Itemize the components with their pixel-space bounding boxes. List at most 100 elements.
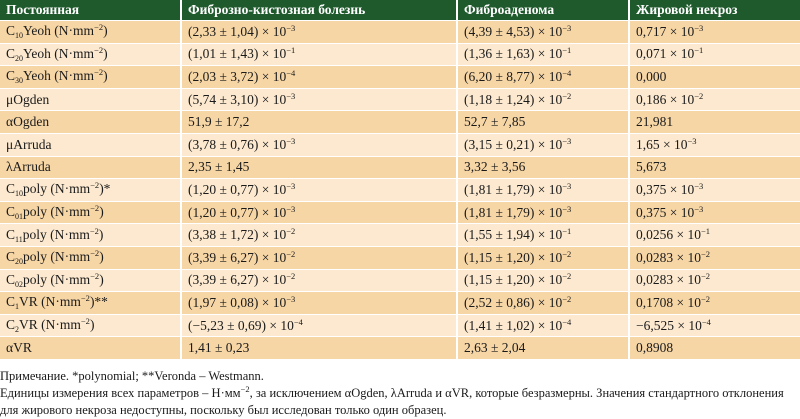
header-fibroadenoma: Фиброаденома [456,0,629,21]
superscript: −4 [562,67,572,78]
fibrocystic-cell: (3,78 ± 0,76) × 10−3 [180,132,457,157]
text-segment: 0,375 × 10 [636,204,695,220]
superscript: −3 [562,180,572,191]
text-segment: (2,33 ± 1,04) × 10 [188,23,287,39]
text-segment: (1,55 ± 1,94) × 10 [464,227,563,243]
text-segment: )** [89,294,108,310]
subscript: 10 [15,189,24,199]
text-segment: (3,78 ± 0,76) × 10 [188,136,287,152]
text-segment: poly (N·mm [23,181,91,197]
table-row: C1VR (N·mm−2)** (1,97 ± 0,08) × 10−3 (2,52… [0,291,800,315]
constant-cell: C01poly (N·mm−2) [0,200,181,224]
text-segment: 0,717 × 10 [636,23,695,39]
text-segment: ) [103,23,108,39]
constant-cell: C02poly (N·mm−2) [0,268,181,292]
text-segment: C [6,45,16,61]
text-segment: poly (N·mm [23,249,91,265]
fibroadenoma-cell: (1,15 ± 1,20) × 10−2 [456,245,629,270]
fibroadenoma-cell: (1,81 ± 1,79) × 10−3 [456,200,629,224]
superscript: −2 [562,90,572,101]
text-segment: Yeoh (N·mm [23,45,95,61]
table-row: C20Yeoh (N·mm−2) (1,01 ± 1,43) × 10−1 (1,3… [0,42,800,66]
text-segment: C [6,23,16,39]
superscript: −2 [286,248,296,259]
fibroadenoma-cell: (2,52 ± 0,86) × 10−2 [456,291,629,315]
superscript: −3 [286,135,296,146]
table-row: αVR 1,41 ± 0,23 2,63 ± 2,04 0,8908 [0,336,800,359]
text-segment: poly (N·mm [23,204,91,220]
header-constant: Постоянная [0,0,181,21]
text-segment: poly (N·mm [23,271,91,287]
fibrocystic-cell: (1,01 ± 1,43) × 10−1 [180,42,457,66]
fibroadenoma-cell: (1,41 ± 1,02) × 10−4 [456,313,629,337]
superscript: −2 [286,226,296,237]
subscript: 11 [15,234,23,244]
text-segment: (1,20 ± 0,77) × 10 [188,181,287,197]
fibrocystic-cell: (3,38 ± 1,72) × 10−2 [180,223,457,247]
superscript: −2 [286,271,296,282]
text-segment: (1,81 ± 1,79) × 10 [464,204,563,220]
superscript: −3 [694,22,704,33]
text-segment: μArruda [6,136,52,152]
superscript: −2 [701,248,711,259]
fat-necrosis-cell: 5,673 [628,155,800,179]
text-segment: ) [99,204,104,220]
text-segment: 3,32 ± 3,56 [464,159,526,175]
text-segment: (1,41 ± 1,02) × 10 [464,317,563,333]
table-row: C30Yeoh (N·mm−2) (2,03 ± 3,72) × 10−4 (6,2… [0,65,800,89]
superscript: −2 [94,22,104,33]
text-segment: 52,7 ± 7,85 [464,114,526,130]
superscript: −1 [694,45,704,56]
superscript: −3 [562,22,572,33]
constant-cell: C1VR (N·mm−2)** [0,291,181,315]
text-segment: (1,18 ± 1,24) × 10 [464,91,563,107]
parameters-table: Постоянная Фиброзно-кистозная болезнь Фи… [0,0,800,359]
constant-cell: C20Yeoh (N·mm−2) [0,42,181,66]
superscript: −3 [286,90,296,101]
text-segment: 0,375 × 10 [636,181,695,197]
subscript: 02 [15,279,24,289]
fibroadenoma-cell: (1,18 ± 1,24) × 10−2 [456,87,629,111]
subscript: 30 [15,76,24,86]
text-segment: 1,41 ± 0,23 [188,340,250,356]
fibrocystic-cell: (5,74 ± 3,10) × 10−3 [180,87,457,111]
fat-necrosis-cell: 0,375 × 10−3 [628,200,800,224]
constant-cell: λArruda [0,155,181,179]
subscript: 01 [15,212,24,222]
text-segment: 1,65 × 10 [636,136,688,152]
text-segment: (4,39 ± 4,53) × 10 [464,23,563,39]
superscript: −4 [293,316,303,327]
table-row: C10Yeoh (N·mm−2) (2,33 ± 1,04) × 10−3 (4,3… [0,20,800,44]
text-segment: (1,20 ± 0,77) × 10 [188,204,287,220]
constant-cell: C10poly (N·mm−2)* [0,178,181,202]
table-body: C10Yeoh (N·mm−2) (2,33 ± 1,04) × 10−3 (4,3… [0,20,800,359]
superscript: −2 [694,90,704,101]
superscript: −3 [286,22,296,33]
superscript: −3 [286,203,296,214]
fat-necrosis-cell: 21,981 [628,110,800,134]
superscript: −2 [80,293,90,304]
text-segment: ) [99,271,104,287]
text-segment: (1,15 ± 1,20) × 10 [464,249,563,265]
table-row: λArruda 2,35 ± 1,45 3,32 ± 3,56 5,673 [0,155,800,179]
subscript: 10 [15,31,24,41]
superscript: −3 [286,180,296,191]
text-segment: )* [99,181,111,197]
text-segment: ) [103,68,108,84]
text-segment: C [6,68,16,84]
constant-cell: μArruda [0,132,181,157]
superscript: −1 [701,226,711,237]
text-segment: (1,15 ± 1,20) × 10 [464,272,563,288]
text-segment: 2,63 ± 2,04 [464,340,526,356]
fibrocystic-cell: (3,39 ± 6,27) × 10−2 [180,245,457,270]
superscript: −2 [90,270,100,281]
text-segment: (1,97 ± 0,08) × 10 [188,294,287,310]
text-segment: 0,000 [636,68,667,84]
fat-necrosis-cell: 0,1708 × 10−2 [628,291,800,315]
superscript: −2 [562,293,572,304]
fibroadenoma-cell: (1,15 ± 1,20) × 10−2 [456,268,629,292]
fat-necrosis-cell: 1,65 × 10−3 [628,132,800,157]
superscript: −3 [694,180,704,191]
superscript: −2 [94,44,104,55]
text-segment: 0,8908 [636,340,674,356]
